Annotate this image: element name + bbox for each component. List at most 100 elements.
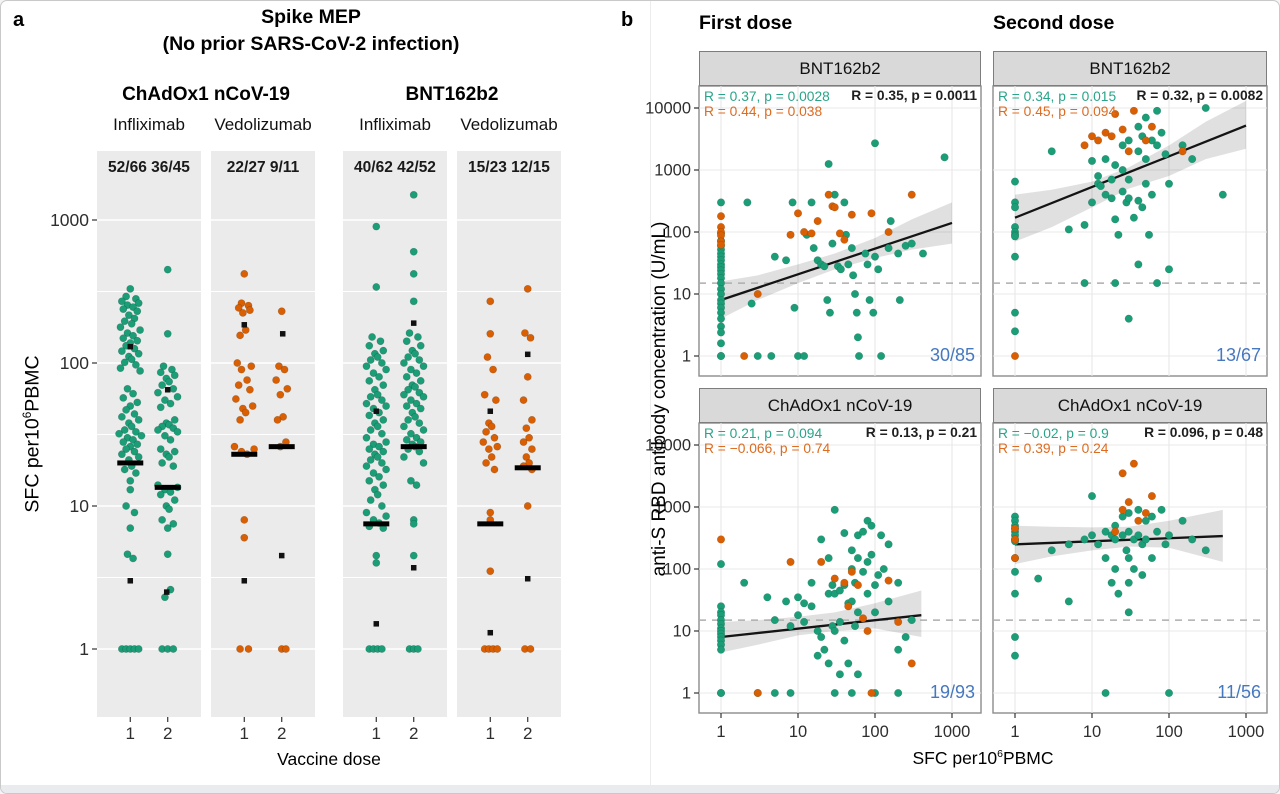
data-point — [479, 438, 488, 446]
data-point — [877, 351, 886, 361]
data-point — [886, 217, 895, 226]
a-y-axis-title-sup: 6 — [21, 411, 34, 419]
data-point — [231, 395, 240, 403]
data-point — [1080, 141, 1089, 150]
data-point — [400, 390, 408, 399]
data-point — [1124, 498, 1133, 507]
data-point — [490, 465, 499, 474]
data-point — [1129, 213, 1138, 222]
median-bar — [477, 521, 504, 527]
data-point — [1134, 260, 1143, 269]
data-point — [877, 531, 886, 540]
data-point — [136, 326, 144, 334]
data-point — [375, 372, 383, 381]
panel-a-title: Spike MEP — [261, 6, 361, 28]
data-point — [400, 359, 408, 367]
data-point — [1010, 535, 1020, 544]
data-point — [362, 433, 371, 442]
data-point — [894, 645, 903, 654]
data-point — [362, 508, 371, 517]
b-y-tick-label: 1 — [682, 348, 691, 366]
data-point — [782, 597, 791, 606]
median-bar — [154, 484, 181, 490]
outlier-square — [410, 564, 417, 571]
stats-orange-chadox-first: R = −0.066, p = 0.74 — [704, 441, 831, 456]
data-point — [411, 349, 420, 358]
b-x-tick-label: 100 — [1155, 723, 1183, 741]
data-point — [800, 599, 809, 608]
data-point — [907, 239, 916, 248]
data-point — [824, 159, 833, 169]
outlier-square — [241, 578, 248, 584]
panel-b-label: b — [621, 9, 634, 31]
data-point — [279, 412, 288, 421]
strip-panel-bg — [97, 151, 201, 717]
data-point — [1124, 578, 1133, 587]
data-point — [158, 381, 167, 390]
data-point — [840, 235, 849, 244]
data-point — [523, 502, 532, 510]
data-point — [116, 323, 125, 332]
b-x-tick-label: 10 — [789, 723, 807, 741]
data-point — [522, 453, 531, 461]
drug-header-vedolizumab-2: Vedolizumab — [460, 115, 558, 134]
data-point — [786, 557, 795, 566]
data-point — [1147, 492, 1156, 501]
data-point — [365, 341, 374, 350]
data-point — [1124, 147, 1133, 156]
data-point — [940, 153, 949, 162]
data-point — [1161, 540, 1170, 549]
data-point — [373, 390, 382, 399]
data-point — [716, 535, 726, 544]
data-point — [372, 559, 381, 567]
data-point — [134, 299, 143, 308]
data-point — [884, 540, 893, 549]
data-point — [844, 659, 853, 668]
data-point — [1147, 512, 1156, 521]
stats-orange-chadox-second: R = 0.39, p = 0.24 — [998, 441, 1109, 456]
confidence-band — [721, 590, 922, 653]
data-point — [807, 229, 816, 238]
data-point — [409, 247, 418, 256]
data-point — [1064, 597, 1073, 606]
data-point — [840, 636, 849, 645]
data-point — [1010, 177, 1020, 186]
data-point — [1141, 136, 1150, 145]
data-point — [117, 347, 126, 356]
data-point — [870, 581, 880, 590]
data-point — [853, 608, 862, 617]
count-bnt-second: 13/67 — [1215, 345, 1261, 365]
outlier-square — [524, 351, 531, 358]
data-point — [134, 349, 143, 358]
data-point — [747, 299, 756, 308]
data-point — [120, 465, 129, 474]
data-point — [1096, 182, 1105, 191]
data-point — [130, 508, 139, 517]
data-point — [1218, 190, 1227, 199]
data-point — [835, 670, 844, 679]
data-point — [767, 351, 776, 361]
data-point — [1129, 459, 1138, 468]
data-point — [1178, 516, 1187, 525]
count-bnt-first: 30/85 — [929, 345, 975, 365]
data-point — [156, 490, 165, 499]
data-point — [1080, 535, 1089, 544]
data-point — [716, 560, 726, 569]
data-point — [894, 617, 903, 626]
data-point — [117, 297, 126, 306]
data-point — [131, 427, 140, 436]
outlier-square — [487, 629, 494, 636]
data-point — [409, 551, 418, 560]
data-point — [907, 659, 916, 668]
data-point — [1124, 314, 1133, 323]
data-point — [1107, 194, 1116, 203]
data-point — [1147, 554, 1156, 563]
data-point — [1094, 136, 1103, 145]
data-point — [1087, 531, 1097, 540]
data-point — [1141, 113, 1150, 122]
data-point — [173, 392, 182, 401]
data-point — [126, 476, 135, 485]
b-y-tick-label: 10 — [673, 623, 691, 641]
data-point — [122, 502, 130, 510]
